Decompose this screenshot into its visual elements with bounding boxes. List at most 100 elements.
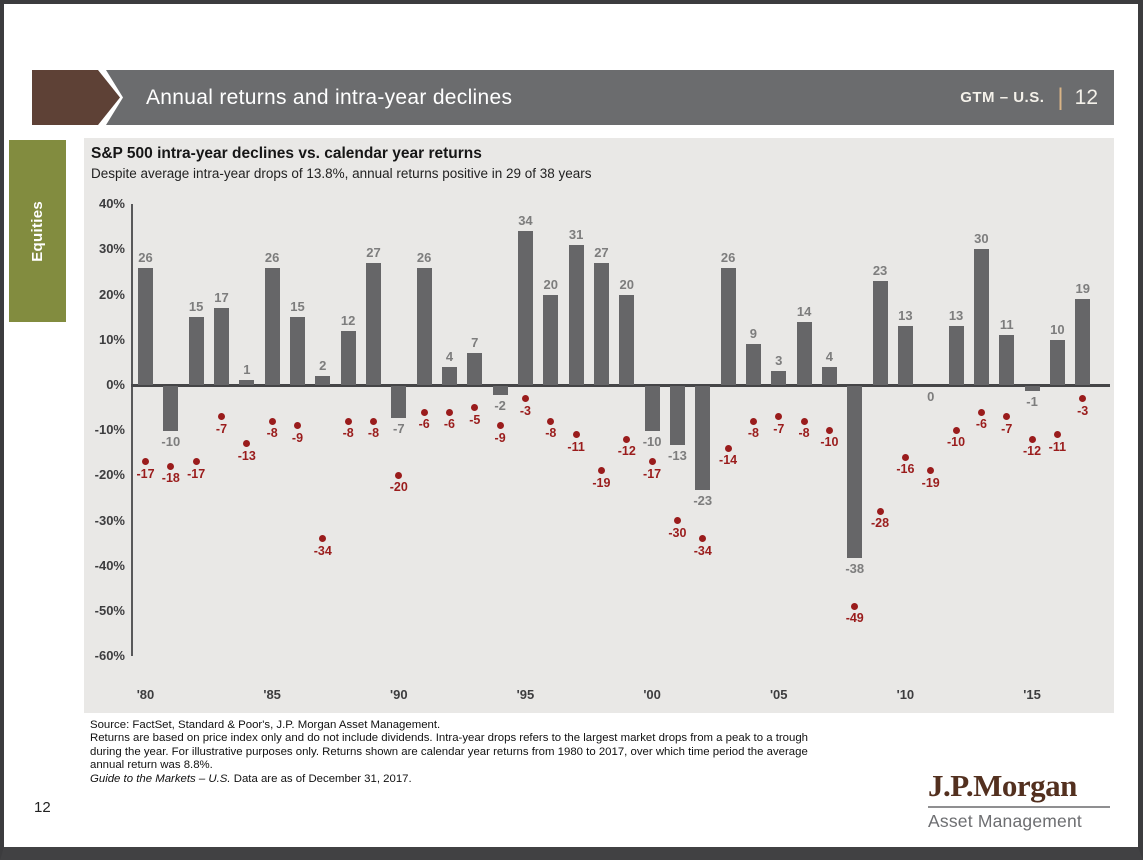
intra-year-label-2008: -49 — [845, 611, 864, 626]
bar-1988 — [340, 330, 356, 385]
bar-1987 — [315, 375, 331, 385]
jpmorgan-logo: J.P.Morgan Asset Management — [928, 768, 1110, 832]
bar-label-1982: 15 — [188, 299, 204, 315]
bar-label-1991: 26 — [416, 249, 432, 265]
bar-1991 — [416, 267, 432, 385]
bar-label-1984: 1 — [243, 362, 251, 378]
slide-title: Annual returns and intra-year declines — [146, 85, 513, 109]
intra-year-dot-1982 — [192, 458, 200, 466]
y-tick-label: -60% — [94, 648, 125, 664]
bar-label-2007: 4 — [825, 348, 834, 364]
bar-2014 — [999, 335, 1015, 385]
x-tick-1990: '90 — [390, 687, 408, 702]
bar-1996 — [543, 294, 559, 385]
intra-year-dot-1992 — [445, 408, 453, 416]
intra-year-dot-1999 — [623, 435, 631, 443]
x-tick-2010: '10 — [896, 687, 915, 702]
bar-2010 — [897, 326, 913, 385]
bar-1998 — [593, 263, 609, 385]
intra-year-dot-1987 — [319, 535, 327, 543]
bar-label-1995: 34 — [518, 213, 533, 229]
footnote-line-2: Returns are based on price index only an… — [90, 732, 809, 745]
bar-label-1990: -7 — [393, 420, 405, 436]
x-tick-1985: '85 — [263, 687, 281, 702]
intra-year-label-1993: -5 — [469, 412, 481, 427]
intra-year-label-2000: -17 — [643, 466, 662, 481]
intra-year-label-1981: -18 — [161, 471, 180, 486]
header-arrow-icon — [32, 70, 120, 125]
intra-year-dot-1985 — [268, 417, 276, 425]
intra-year-dot-2002 — [699, 535, 707, 543]
bar-label-2002: -23 — [693, 492, 713, 508]
bar-2009 — [872, 281, 888, 385]
intra-year-dot-2006 — [800, 417, 808, 425]
intra-year-dot-1980 — [142, 458, 149, 466]
gtm-citation-rest: Data are as of December 31, 2017. — [230, 772, 412, 785]
y-tick-label: -40% — [94, 557, 125, 573]
bar-2001 — [669, 386, 685, 445]
intra-year-dot-2001 — [673, 517, 681, 524]
bar-label-2012: 13 — [948, 308, 964, 324]
x-axis-zero-line — [131, 384, 1110, 387]
bar-2002 — [695, 386, 711, 490]
bar-1990 — [391, 386, 407, 418]
bar-1994 — [492, 386, 508, 396]
gtm-page-number: 12 — [1074, 85, 1098, 109]
x-tick-2000: '00 — [643, 687, 661, 702]
intra-year-label-1980: -17 — [136, 466, 155, 481]
bar-2015 — [1024, 386, 1040, 391]
intra-year-label-2012: -10 — [947, 435, 966, 450]
intra-year-dot-2000 — [648, 458, 656, 466]
bar-1989 — [365, 263, 381, 385]
plot-area: 40% 30% 20% 10% 0% -10% -20% -30% -40% -50% -60% 26… — [84, 138, 1114, 713]
intra-year-dot-2016 — [1053, 431, 1061, 439]
intra-year-label-1990: -20 — [389, 480, 408, 495]
x-tick-2015: '15 — [1023, 687, 1041, 702]
section-tab-label: Equities — [29, 200, 46, 262]
intra-year-dot-1984 — [243, 440, 251, 448]
header-band: Annual returns and intra-year declines G… — [106, 70, 1114, 125]
intra-year-label-2011: -19 — [921, 475, 940, 490]
bar-label-1987: 2 — [319, 357, 327, 373]
intra-year-label-1996: -8 — [545, 426, 557, 441]
bar-1986 — [289, 317, 305, 385]
gtm-pipe-divider: | — [1057, 83, 1064, 111]
bar-label-2005: 3 — [775, 353, 783, 369]
bar-label-2008: -38 — [845, 560, 865, 576]
bar-1992 — [441, 366, 457, 385]
intra-year-dot-1989 — [369, 417, 377, 425]
bar-1995 — [517, 231, 533, 385]
intra-year-dot-2011 — [927, 467, 935, 475]
bar-2000 — [644, 386, 660, 432]
y-tick-label: 30% — [98, 241, 125, 257]
intra-year-dot-2013 — [977, 408, 985, 416]
intra-year-label-1986: -9 — [291, 430, 304, 445]
intra-year-label-2014: -7 — [1001, 421, 1013, 436]
intra-year-dot-2005 — [775, 413, 783, 421]
intra-year-label-1988: -8 — [342, 426, 354, 441]
intra-year-label-1989: -8 — [367, 426, 380, 441]
gtm-citation: Guide to the Markets – U.S. Data are as … — [90, 773, 950, 786]
intra-year-dot-2004 — [749, 417, 757, 425]
chart-panel: S&P 500 intra-year declines vs. calendar… — [84, 138, 1114, 713]
bar-label-1999: 20 — [619, 276, 634, 292]
bar-label-1980: 26 — [138, 249, 153, 265]
bar-2006 — [796, 321, 812, 385]
intra-year-dot-2015 — [1028, 435, 1036, 443]
bar-2008 — [847, 386, 863, 558]
bar-label-2009: 23 — [872, 263, 888, 279]
page-number: 12 — [34, 799, 51, 816]
intra-year-label-1998: -19 — [592, 475, 611, 490]
intra-year-label-1992: -6 — [443, 417, 456, 432]
y-tick-label: -10% — [94, 422, 125, 438]
intra-year-dot-1994 — [496, 422, 504, 430]
bar-1985 — [264, 267, 280, 385]
bar-label-1993: 7 — [471, 335, 479, 351]
bar-2004 — [745, 344, 761, 385]
intra-year-label-2002: -34 — [693, 543, 712, 558]
intra-year-dot-1993 — [471, 404, 479, 412]
footnote-line-1: Source: FactSet, Standard & Poor's, J.P.… — [90, 719, 441, 731]
y-tick-label: 10% — [98, 331, 125, 347]
intra-year-dot-1995 — [521, 395, 529, 403]
